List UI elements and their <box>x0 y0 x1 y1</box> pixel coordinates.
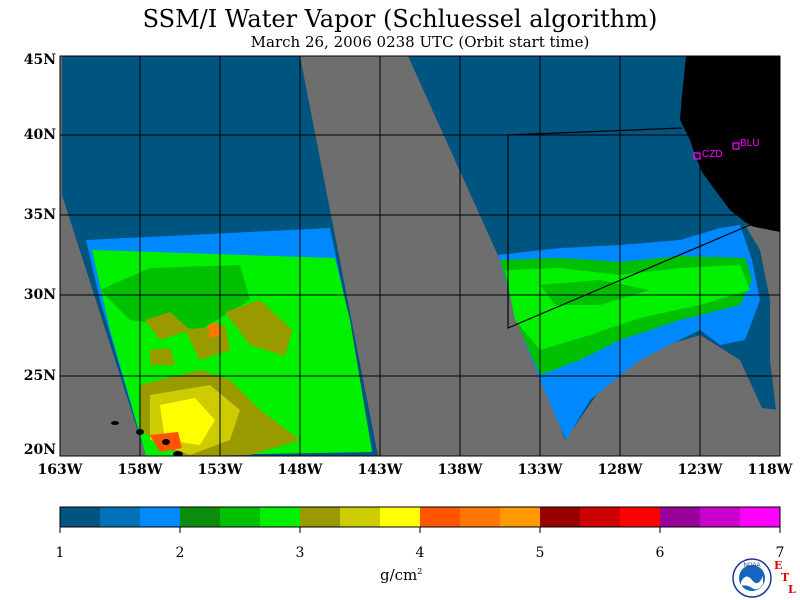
map-frame <box>59 55 781 457</box>
lon-label-143w: 143W <box>357 462 403 478</box>
island-maui <box>162 439 170 445</box>
lon-label-138w: 138W <box>437 462 483 478</box>
colorbar-swatch <box>300 507 341 527</box>
colorbar-swatch <box>620 507 661 527</box>
lon-label-128w: 128W <box>597 462 643 478</box>
colorbar-tick-2: 2 <box>175 545 185 561</box>
station-czd-marker <box>693 152 701 160</box>
gridlines <box>60 56 780 456</box>
station-czd-label: CZD <box>702 149 723 160</box>
colorbar-swatch <box>140 507 181 527</box>
colorbar-swatch <box>460 507 501 527</box>
colorbar-swatch <box>380 507 421 527</box>
map-subtitle: March 26, 2006 0238 UTC (Orbit start tim… <box>250 33 590 51</box>
lon-label-158w: 158W <box>117 462 163 478</box>
lat-label-25n: 25N <box>23 368 56 384</box>
lat-label-40n: 40N <box>23 127 56 143</box>
colorbar-swatch <box>340 507 381 527</box>
lat-label-20n: 20N <box>23 442 56 458</box>
etl-logo: E T L <box>774 559 796 596</box>
lon-label-118w: 118W <box>747 462 793 478</box>
svg-text:NOAA: NOAA <box>743 563 760 569</box>
colorbar-tick-6: 6 <box>655 545 665 561</box>
lat-label-35n: 35N <box>23 207 56 223</box>
colorbar-swatch <box>580 507 621 527</box>
colorbar-swatch <box>60 507 101 527</box>
lon-label-153w: 153W <box>197 462 243 478</box>
map-field: CZD BLU <box>60 56 780 456</box>
colorbar-tick-5: 5 <box>535 545 545 561</box>
colorbar-swatch <box>500 507 541 527</box>
colorbar-swatch <box>100 507 141 527</box>
lon-label-133w: 133W <box>517 462 563 478</box>
lon-label-123w: 123W <box>677 462 723 478</box>
station-markers: CZD BLU <box>693 138 759 160</box>
map-title: SSM/I Water Vapor (Schluessel algorithm) <box>142 5 658 33</box>
analysis-sector-outline <box>507 127 751 329</box>
colorbar-units: g/cm2 <box>380 566 423 584</box>
lon-label-163w: 163W <box>37 462 83 478</box>
lon-label-148w: 148W <box>277 462 323 478</box>
colorbar-swatch <box>660 507 701 527</box>
island-kauai <box>111 421 119 425</box>
colorbar-swatch <box>700 507 741 527</box>
right-swath <box>408 56 780 456</box>
colorbar-swatch <box>540 507 581 527</box>
colorbar-tick-1: 1 <box>55 545 65 561</box>
island-hawaii <box>173 451 183 456</box>
north-america-land <box>680 56 780 232</box>
colorbar-swatch <box>260 507 301 527</box>
colorbar-swatch <box>180 507 221 527</box>
lat-label-30n: 30N <box>23 287 56 303</box>
colorbar <box>59 506 781 533</box>
colorbar-swatch <box>420 507 461 527</box>
noaa-logo: NOAA <box>732 558 772 598</box>
station-blu-marker <box>732 142 740 150</box>
lat-label-45n: 45N <box>23 52 56 68</box>
colorbar-swatch <box>220 507 261 527</box>
colorbar-swatch <box>740 507 781 527</box>
colorbar-tick-4: 4 <box>415 545 425 561</box>
colorbar-tick-7: 7 <box>775 545 785 561</box>
colorbar-tick-3: 3 <box>295 545 305 561</box>
station-blu-label: BLU <box>740 138 759 149</box>
